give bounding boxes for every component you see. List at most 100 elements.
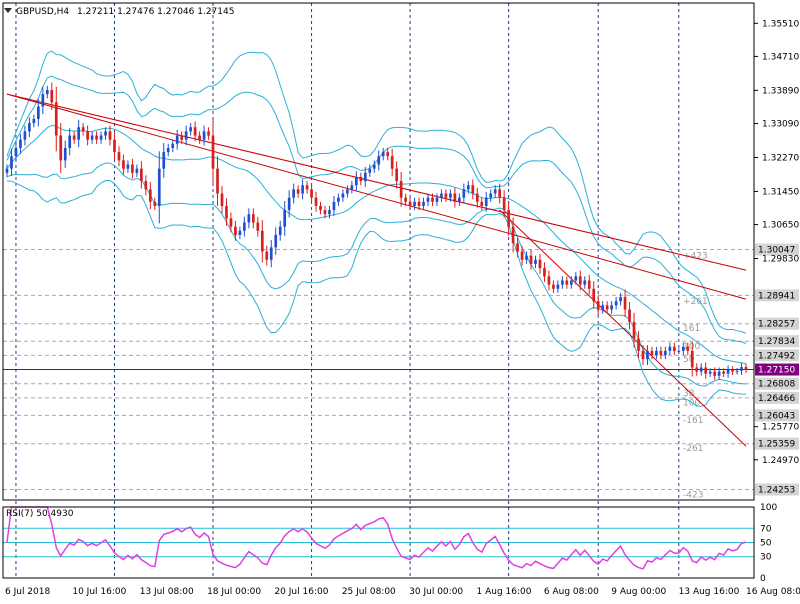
- candle-body[interactable]: [211, 135, 215, 169]
- candle-body[interactable]: [744, 367, 748, 370]
- candle-body[interactable]: [50, 89, 54, 103]
- candle-body[interactable]: [489, 193, 493, 198]
- candle-body[interactable]: [54, 102, 58, 136]
- candle-body[interactable]: [63, 147, 67, 161]
- candle-body[interactable]: [216, 168, 219, 194]
- candle-body[interactable]: [341, 193, 345, 198]
- candle-body[interactable]: [498, 189, 502, 198]
- candle-body[interactable]: [431, 197, 434, 202]
- candle-body[interactable]: [328, 210, 331, 215]
- candle-body[interactable]: [305, 185, 309, 190]
- candle-body[interactable]: [301, 185, 304, 194]
- candle-body[interactable]: [574, 276, 578, 281]
- candle-body[interactable]: [314, 197, 318, 206]
- candle-body[interactable]: [713, 371, 716, 376]
- candle-body[interactable]: [10, 156, 13, 169]
- candle-body[interactable]: [596, 301, 600, 310]
- candle-body[interactable]: [534, 259, 537, 264]
- candle-body[interactable]: [355, 176, 358, 186]
- candle-body[interactable]: [449, 193, 452, 198]
- candle-body[interactable]: [359, 176, 363, 182]
- candle-body[interactable]: [37, 106, 40, 119]
- candle-body[interactable]: [614, 301, 618, 306]
- candle-body[interactable]: [337, 197, 340, 202]
- candle-body[interactable]: [399, 181, 403, 198]
- candle-body[interactable]: [677, 350, 681, 352]
- candle-body[interactable]: [690, 350, 694, 368]
- candle-body[interactable]: [395, 168, 398, 182]
- candle-body[interactable]: [672, 346, 676, 351]
- candle-body[interactable]: [238, 230, 242, 235]
- candle-body[interactable]: [175, 135, 179, 144]
- candle-body[interactable]: [108, 131, 112, 140]
- candle-body[interactable]: [408, 201, 412, 206]
- candle-body[interactable]: [350, 185, 354, 190]
- candle-body[interactable]: [19, 139, 22, 148]
- candle-body[interactable]: [296, 189, 300, 194]
- candle-body[interactable]: [207, 131, 210, 136]
- candle-body[interactable]: [346, 189, 349, 194]
- candle-body[interactable]: [601, 305, 605, 310]
- candle-body[interactable]: [605, 305, 609, 310]
- candle-body[interactable]: [556, 284, 560, 289]
- trend-line[interactable]: [6, 93, 747, 271]
- candle-body[interactable]: [417, 201, 421, 206]
- candle-body[interactable]: [646, 350, 649, 360]
- candle-body[interactable]: [198, 135, 201, 140]
- candle-body[interactable]: [561, 280, 564, 285]
- candle-body[interactable]: [641, 350, 645, 360]
- candle-body[interactable]: [507, 210, 510, 227]
- candle-body[interactable]: [569, 280, 573, 285]
- candle-body[interactable]: [184, 131, 188, 140]
- candle-body[interactable]: [592, 288, 596, 302]
- candle-body[interactable]: [23, 131, 27, 140]
- candle-body[interactable]: [686, 346, 690, 351]
- candle-body[interactable]: [735, 370, 739, 372]
- candle-body[interactable]: [104, 131, 107, 136]
- candle-body[interactable]: [28, 123, 31, 132]
- candle-body[interactable]: [480, 201, 484, 206]
- candle-body[interactable]: [260, 230, 264, 252]
- candle-body[interactable]: [32, 118, 36, 124]
- candle-body[interactable]: [319, 205, 322, 211]
- candle-body[interactable]: [234, 226, 237, 235]
- candle-body[interactable]: [229, 218, 233, 227]
- trend-line[interactable]: [6, 93, 747, 300]
- candle-body[interactable]: [287, 197, 291, 211]
- candle-body[interactable]: [122, 160, 125, 169]
- candle-body[interactable]: [59, 135, 63, 161]
- candle-body[interactable]: [90, 135, 94, 140]
- candle-body[interactable]: [117, 152, 121, 161]
- candle-body[interactable]: [708, 371, 712, 374]
- candle-body[interactable]: [292, 189, 295, 198]
- candle-body[interactable]: [274, 234, 278, 248]
- candle-body[interactable]: [202, 131, 206, 140]
- candle-body[interactable]: [695, 367, 699, 372]
- candle-body[interactable]: [225, 205, 228, 219]
- candle-body[interactable]: [543, 268, 546, 277]
- candle-body[interactable]: [650, 350, 654, 356]
- candle-body[interactable]: [632, 321, 636, 339]
- candle-body[interactable]: [511, 226, 515, 244]
- candle-body[interactable]: [659, 350, 663, 356]
- candle-body[interactable]: [525, 255, 528, 260]
- candle-body[interactable]: [565, 280, 569, 285]
- candle-body[interactable]: [162, 152, 166, 169]
- candle-body[interactable]: [5, 168, 9, 173]
- candle-body[interactable]: [484, 197, 488, 206]
- candle-body[interactable]: [148, 189, 152, 202]
- candle-body[interactable]: [140, 168, 143, 182]
- candle-body[interactable]: [435, 197, 439, 202]
- candle-body[interactable]: [283, 210, 287, 227]
- trend-line[interactable]: [499, 209, 747, 447]
- candle-body[interactable]: [717, 371, 721, 376]
- candle-body[interactable]: [193, 127, 197, 136]
- candle-body[interactable]: [587, 280, 591, 289]
- candle-body[interactable]: [731, 369, 734, 372]
- candle-body[interactable]: [471, 185, 475, 194]
- candle-body[interactable]: [722, 371, 725, 374]
- candle-body[interactable]: [368, 168, 372, 173]
- candle-body[interactable]: [377, 156, 381, 165]
